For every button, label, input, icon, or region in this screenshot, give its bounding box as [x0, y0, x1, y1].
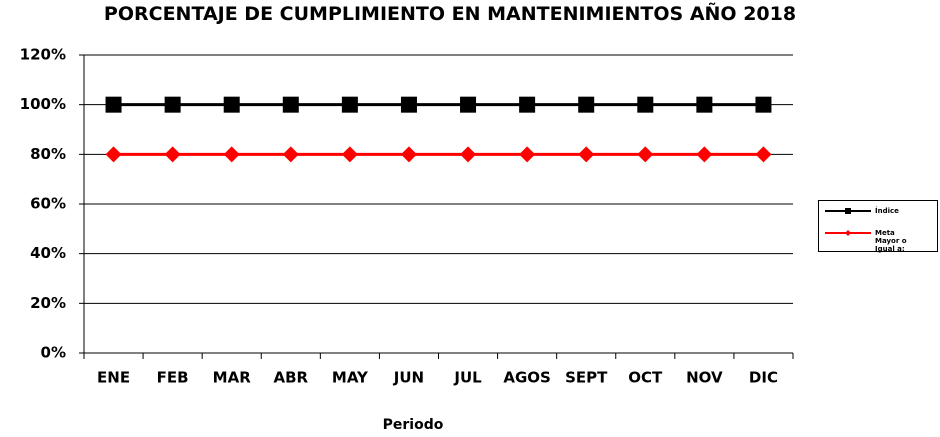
marker — [223, 96, 240, 113]
x-tick-label: ABR — [273, 369, 308, 387]
y-tick-label: 60% — [30, 195, 66, 213]
legend-marker — [845, 208, 851, 214]
x-tick-label: SEPT — [565, 369, 608, 387]
x-tick-label: JUL — [453, 369, 482, 387]
marker — [637, 146, 654, 163]
marker — [282, 146, 299, 163]
legend-symbols — [825, 208, 871, 236]
y-tick-label: 80% — [30, 145, 66, 163]
marker — [105, 146, 122, 163]
y-tick-label: 120% — [20, 46, 66, 64]
x-tick-label: MAR — [213, 369, 252, 387]
legend-label: Índice — [875, 207, 899, 215]
x-tick-label: JUN — [393, 369, 424, 387]
marker — [164, 96, 181, 113]
x-tick-label: NOV — [686, 369, 723, 387]
marker — [282, 96, 299, 113]
marker — [105, 96, 122, 113]
marker — [519, 146, 536, 163]
marker — [578, 146, 595, 163]
legend-label: Meta Mayor o Igual a: — [875, 229, 907, 253]
y-tick-label: 100% — [20, 95, 66, 113]
marker — [637, 96, 654, 113]
chart-title: PORCENTAJE DE CUMPLIMIENTO EN MANTENIMIE… — [103, 3, 797, 25]
marker — [341, 96, 358, 113]
marker — [578, 96, 595, 113]
marker — [164, 146, 181, 163]
marker — [696, 146, 713, 163]
legend: Índice Meta Mayor o Igual a: — [818, 200, 938, 253]
marker — [341, 146, 358, 163]
x-tick-label: OCT — [628, 369, 663, 387]
x-axis-label: Periodo — [383, 417, 444, 433]
marker — [400, 96, 417, 113]
x-tick-label: AGOS — [503, 369, 550, 387]
marker — [519, 96, 536, 113]
x-tick-label: ENE — [97, 369, 130, 387]
y-tick-label: 40% — [30, 244, 66, 262]
marker — [460, 146, 477, 163]
marker — [400, 146, 417, 163]
marker — [755, 146, 772, 163]
y-tick-label: 0% — [41, 344, 66, 362]
x-tick-label: MAY — [332, 369, 369, 387]
legend-marker — [845, 230, 851, 236]
y-tick-label: 20% — [30, 294, 66, 312]
marker — [460, 96, 477, 113]
marker — [755, 96, 772, 113]
marker — [223, 146, 240, 163]
x-tick-label: FEB — [157, 369, 189, 387]
x-tick-label: DIC — [749, 369, 778, 387]
marker — [696, 96, 713, 113]
